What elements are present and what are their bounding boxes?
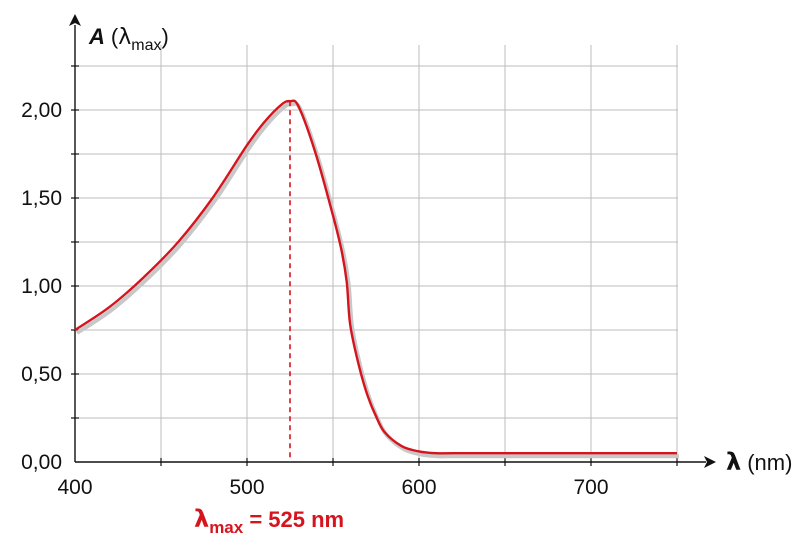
y-axis-close-paren: )	[161, 24, 168, 49]
y-axis-lambda: λ	[118, 25, 131, 50]
y-axis-symbol: A	[88, 24, 105, 49]
y-tick-label: 0,00	[21, 451, 62, 474]
x-tick-label: 600	[401, 476, 436, 499]
y-tick-label: 1,50	[21, 187, 62, 210]
tick-labels: 400 500 600 700 0,00 0,50 1,00 1,50 2,00	[21, 99, 608, 499]
peak-label-lambda: λ	[194, 505, 209, 533]
x-axis-arrow	[704, 456, 716, 468]
peak-label: λmax = 525 nm	[194, 505, 344, 537]
y-axis-arrow	[69, 14, 81, 26]
peak-label-value: = 525 nm	[243, 507, 344, 532]
x-tick-label: 700	[573, 476, 608, 499]
ticks	[71, 65, 678, 466]
x-axis-title: λ (nm)	[726, 448, 792, 476]
y-axis-title: A (λmax)	[88, 24, 169, 54]
x-axis-lambda: λ	[726, 448, 741, 476]
x-axis-unit: (nm)	[747, 450, 792, 475]
y-axis-sub: max	[131, 37, 161, 54]
absorbance-curve-shadow	[75, 101, 679, 459]
peak-label-sub: max	[209, 518, 244, 537]
absorbance-curve	[74, 99, 677, 455]
y-tick-label: 2,00	[21, 99, 62, 122]
axes	[69, 14, 716, 468]
y-axis-open-paren: (	[111, 24, 119, 49]
grid	[75, 45, 678, 462]
y-tick-label: 0,50	[21, 363, 62, 386]
x-tick-label: 400	[57, 476, 92, 499]
y-tick-label: 1,00	[21, 275, 62, 298]
x-tick-label: 500	[229, 476, 264, 499]
